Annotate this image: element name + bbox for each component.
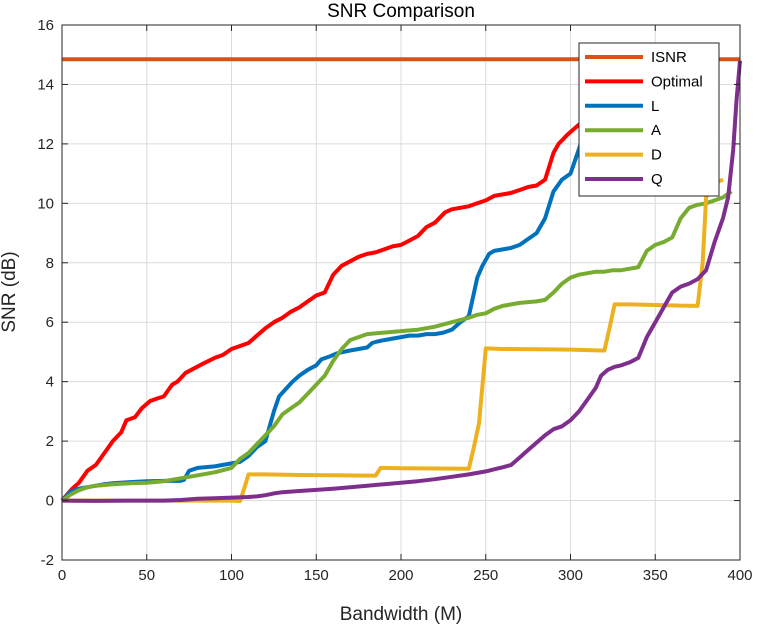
x-tick-label: 50 [138, 567, 155, 584]
legend-box [578, 42, 720, 197]
legend-label-d: D [651, 147, 662, 164]
y-tick-label: 2 [46, 433, 54, 450]
y-tick-label: -2 [41, 552, 54, 569]
x-tick-label: 0 [58, 567, 66, 584]
series-line-q [61, 60, 742, 503]
series-line-a [60, 189, 733, 503]
y-tick-label: 6 [46, 314, 54, 331]
x-tick-label: 150 [304, 567, 329, 584]
x-tick-label: 200 [388, 567, 413, 584]
legend-label-isnr: ISNR [651, 49, 687, 66]
y-tick-label: 4 [46, 374, 54, 391]
y-tick-label: 12 [37, 136, 54, 153]
x-tick-label: 400 [727, 567, 752, 584]
y-tick-label: 0 [46, 493, 54, 510]
legend-label-a: A [651, 122, 661, 139]
x-tick-label: 300 [558, 567, 583, 584]
y-tick-label: 16 [37, 17, 54, 34]
legend-label-optimal: Optimal [651, 73, 703, 90]
y-tick-label: 14 [37, 76, 54, 93]
legend-label-q: Q [651, 171, 663, 188]
legend-label-l: L [651, 98, 659, 115]
series-lines [60, 57, 742, 504]
series-line-optimal [60, 115, 589, 502]
x-axis-label: Bandwidth (M) [340, 604, 463, 625]
chart-title: SNR Comparison [327, 1, 475, 22]
y-tick-label: 10 [37, 195, 54, 212]
y-tick-label: 8 [46, 255, 54, 272]
x-tick-label: 250 [473, 567, 498, 584]
series-line-l [60, 128, 590, 502]
x-tick-label: 100 [219, 567, 244, 584]
y-axis-label: SNR (dB) [0, 251, 20, 332]
x-tick-label: 350 [643, 567, 668, 584]
series-line-d [62, 177, 724, 504]
